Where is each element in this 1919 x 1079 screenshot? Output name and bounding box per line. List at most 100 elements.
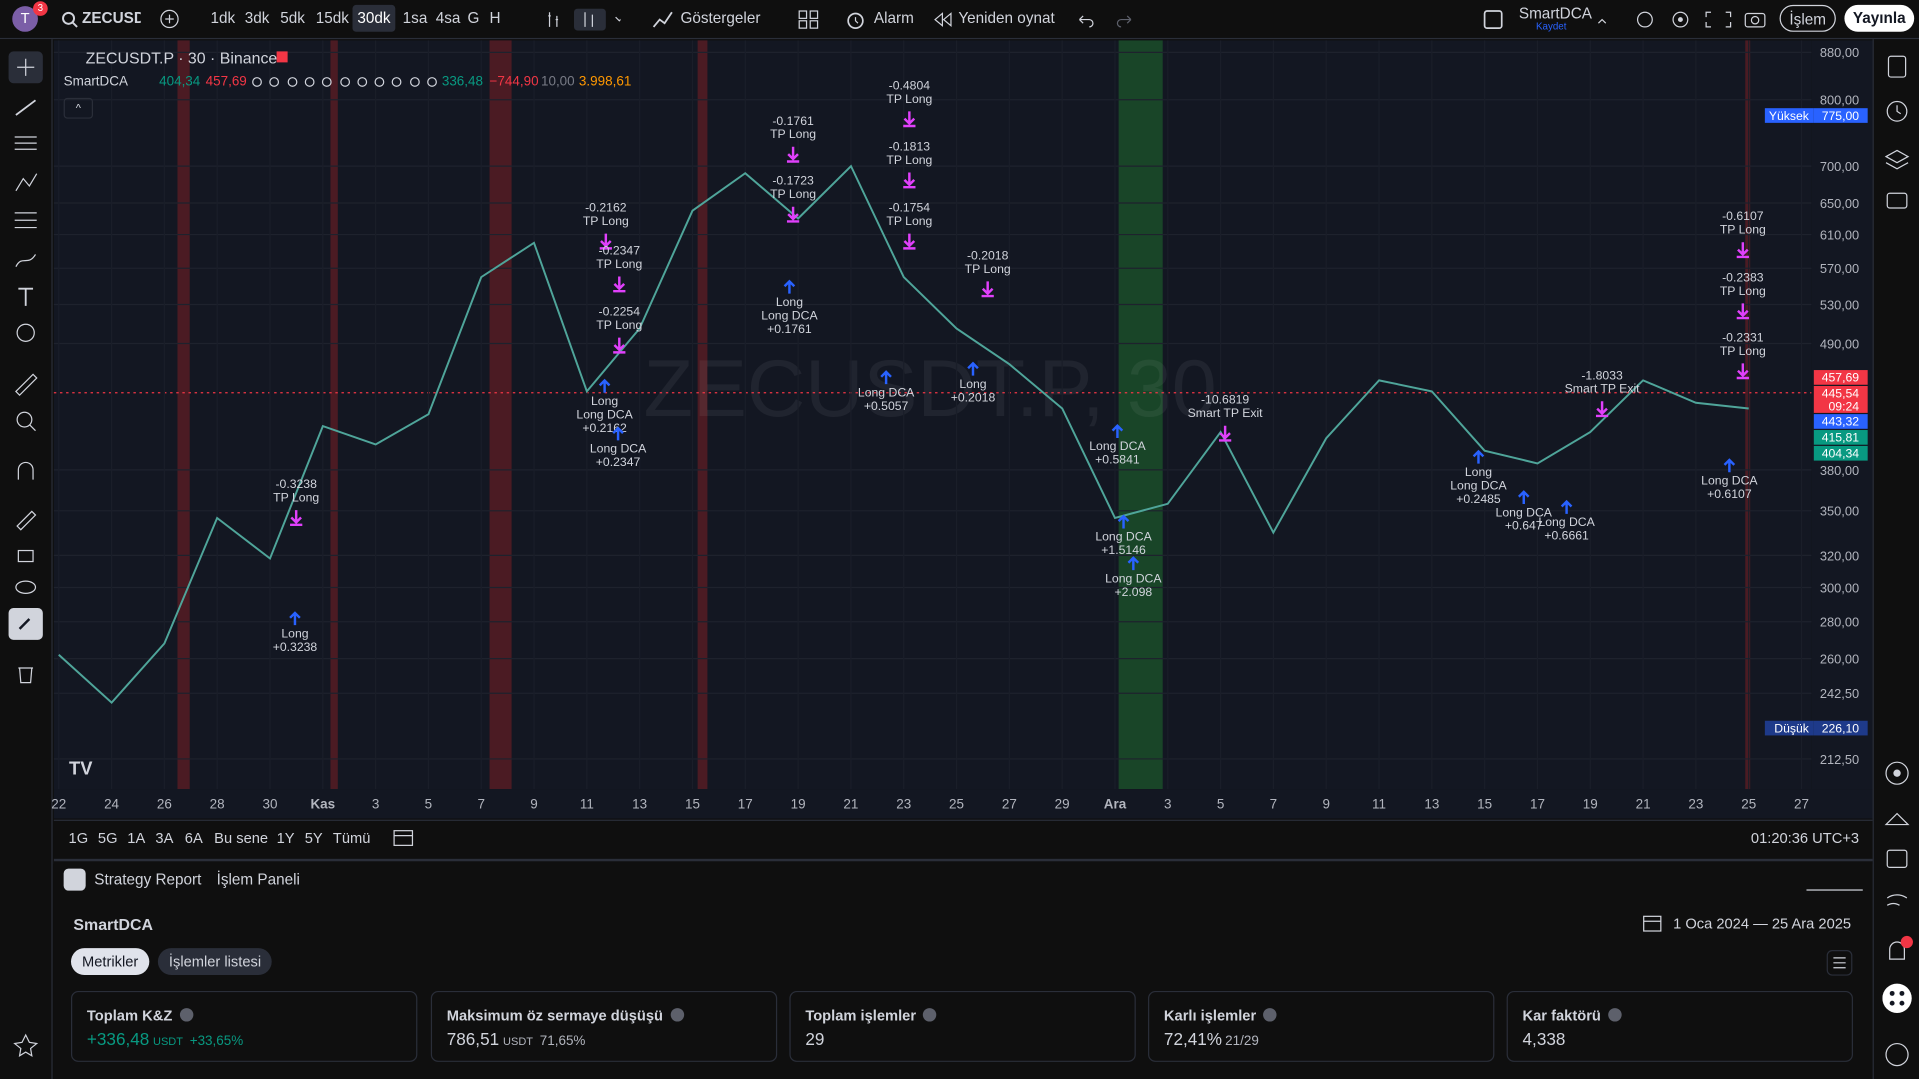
x-tick-label: 30 bbox=[263, 797, 278, 812]
interval[interactable]: 30dk bbox=[352, 4, 396, 32]
y-tick-label: 530,00 bbox=[1820, 297, 1859, 312]
range-button[interactable]: 3A bbox=[155, 829, 174, 847]
metric-unit: USDT bbox=[152, 1034, 183, 1048]
interval[interactable]: 1dk bbox=[210, 9, 236, 27]
y-tick-label: 570,00 bbox=[1820, 261, 1859, 276]
search-icon[interactable] bbox=[61, 11, 78, 28]
legend-dot bbox=[339, 77, 350, 87]
alarm-icon[interactable] bbox=[844, 9, 866, 31]
interval[interactable]: 5dk bbox=[280, 9, 305, 27]
annotation-line: +0.1761 bbox=[767, 322, 812, 336]
annotation-line: Long DCA bbox=[1538, 515, 1595, 529]
symbol-search[interactable]: ZECUSDT bbox=[82, 9, 141, 27]
time-axis bbox=[53, 789, 1873, 819]
exit-arrow bbox=[903, 233, 916, 250]
x-tick-label: 3 bbox=[1164, 797, 1171, 812]
replay-icon[interactable] bbox=[933, 11, 953, 28]
metric-title: Kar faktörü bbox=[1522, 1006, 1601, 1024]
date-range[interactable]: 1 Oca 2024 — 25 Ara 2025 bbox=[1673, 915, 1852, 933]
layout-name[interactable]: SmartDCA bbox=[1518, 4, 1592, 23]
x-tick-label: 7 bbox=[1270, 797, 1277, 812]
chart-type-icons[interactable] bbox=[545, 8, 621, 31]
annotation-line: +1.5146 bbox=[1101, 543, 1146, 557]
legend-dot bbox=[409, 77, 420, 87]
trade-annotation: -0.2254 TP Long bbox=[596, 305, 642, 332]
x-tick-label: 15 bbox=[685, 797, 700, 812]
trade-annotation: Long Long DCA +0.2485 bbox=[1450, 465, 1507, 506]
annotation-line: -0.3238 bbox=[275, 477, 317, 491]
interval[interactable]: 1sa bbox=[402, 9, 428, 27]
range-button[interactable]: 5G bbox=[97, 829, 118, 847]
range-button[interactable]: 5Y bbox=[304, 829, 323, 847]
toolbar-icons[interactable] bbox=[1591, 9, 1775, 31]
panel-tab[interactable]: Strategy Report bbox=[94, 871, 202, 889]
trade-annotation: Long DCA +2.098 bbox=[1105, 571, 1162, 598]
price-label-text: 404,34 bbox=[1822, 447, 1860, 461]
range-button[interactable]: 1G bbox=[68, 829, 89, 847]
strategy-name[interactable]: SmartDCA bbox=[73, 915, 154, 934]
interval[interactable]: H bbox=[489, 9, 501, 27]
range-button[interactable]: 1Y bbox=[276, 829, 295, 847]
replay-button[interactable]: Yeniden oynat bbox=[958, 9, 1055, 27]
legend-value: −744,90 bbox=[489, 74, 539, 90]
metric-extra: 71,65% bbox=[539, 1033, 586, 1049]
info-icon bbox=[1263, 1008, 1277, 1022]
list-view[interactable] bbox=[1826, 949, 1853, 976]
entry-arrow bbox=[289, 611, 301, 626]
annotation-line: TP Long bbox=[596, 318, 642, 332]
drawing-tools[interactable] bbox=[7, 49, 44, 1064]
price-label bbox=[1813, 370, 1868, 385]
strategy-panel bbox=[53, 861, 1873, 1079]
range-button[interactable]: Tümü bbox=[332, 829, 371, 847]
legend-value: 336,48 bbox=[441, 74, 484, 90]
goto-date[interactable] bbox=[393, 828, 415, 848]
range-button[interactable]: 1A bbox=[127, 829, 146, 847]
price-label-tag-text: Düşük bbox=[1774, 721, 1810, 735]
annotation-line: -0.1723 bbox=[772, 174, 814, 188]
annotation-line: TP Long bbox=[273, 491, 319, 505]
interval[interactable]: 15dk bbox=[315, 9, 349, 27]
x-tick-label: 24 bbox=[104, 797, 119, 812]
legend-dot bbox=[304, 77, 315, 87]
x-tick-label: Kas bbox=[310, 797, 335, 812]
panel-controls[interactable] bbox=[1806, 872, 1863, 891]
range-button[interactable]: 6A bbox=[184, 829, 203, 847]
subtab[interactable]: İşlemler listesi bbox=[157, 948, 273, 976]
range-button[interactable]: Bu sene bbox=[214, 829, 269, 847]
price-label bbox=[1813, 414, 1868, 429]
trade-annotation: -0.4804 TP Long bbox=[886, 78, 932, 105]
exit-arrow bbox=[981, 281, 994, 298]
price-label bbox=[1813, 108, 1868, 123]
x-tick-label: 25 bbox=[949, 797, 964, 812]
annotation-line: +0.2162 bbox=[582, 421, 627, 435]
metric-value: 786,51 bbox=[446, 1028, 500, 1049]
x-tick-label: 19 bbox=[791, 797, 806, 812]
interval[interactable]: G bbox=[467, 9, 480, 27]
info-icon bbox=[179, 1008, 194, 1022]
indicators-button[interactable]: Göstergeler bbox=[680, 9, 761, 27]
undo-redo[interactable] bbox=[1075, 10, 1136, 30]
y-tick-label: 700,00 bbox=[1820, 159, 1859, 174]
exit-arrow bbox=[786, 206, 800, 223]
panel-tab[interactable]: İşlem Paneli bbox=[216, 871, 300, 889]
annotation-line: Long bbox=[776, 295, 803, 309]
indicators-icon[interactable] bbox=[652, 9, 673, 30]
interval[interactable]: 3dk bbox=[244, 9, 270, 27]
annotation-line: Long DCA bbox=[1095, 530, 1152, 544]
metric-title: Karlı işlemler bbox=[1163, 1006, 1257, 1024]
trade-annotation: Long DCA +0.2347 bbox=[590, 442, 647, 469]
alert-button[interactable]: Alarm bbox=[873, 9, 914, 27]
add-symbol[interactable] bbox=[159, 9, 180, 30]
x-tick-label: 22 bbox=[51, 797, 66, 812]
sidebar-icons[interactable] bbox=[1882, 51, 1914, 1067]
subtab-active[interactable]: Metrikler bbox=[70, 948, 150, 976]
annotation-line: Long bbox=[591, 394, 618, 408]
templates-icon[interactable] bbox=[798, 10, 820, 30]
annotation-line: Long DCA bbox=[761, 308, 818, 322]
interval[interactable]: 4sa bbox=[435, 9, 461, 27]
entry-arrow bbox=[1111, 424, 1124, 438]
trade-button[interactable]: İşlem bbox=[1779, 4, 1836, 32]
layout-icon[interactable] bbox=[1483, 10, 1503, 30]
publish-button[interactable]: Yayınla bbox=[1844, 4, 1915, 32]
collapse-legend[interactable]: ^ bbox=[63, 97, 94, 119]
